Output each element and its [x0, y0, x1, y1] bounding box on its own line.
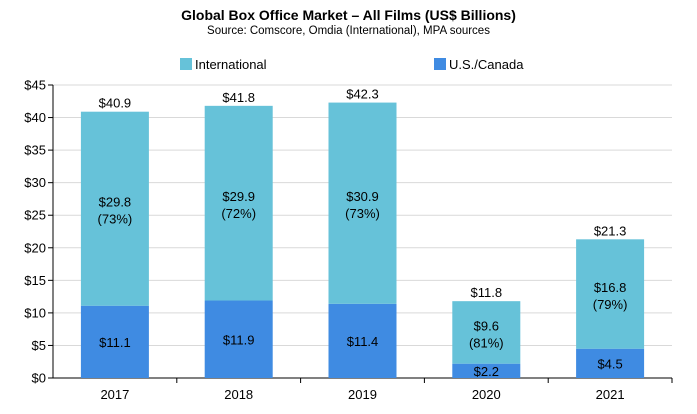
legend-label-u-s-canada: U.S./Canada [449, 57, 524, 72]
x-tick-label: 2020 [472, 387, 501, 402]
data-label-international: $16.8 [594, 280, 627, 295]
x-tick-label: 2019 [348, 387, 377, 402]
legend-label-international: International [195, 57, 267, 72]
bar-international [452, 301, 521, 364]
data-label-us-canada: $4.5 [597, 356, 622, 371]
legend: International U.S./Canada [180, 57, 524, 72]
data-label-international: $30.9 [346, 189, 379, 204]
data-label-total: $42.3 [346, 87, 379, 102]
y-tick-label: $45 [24, 78, 46, 93]
data-label-international-share: (79%) [593, 297, 628, 312]
y-tick-label: $5 [32, 338, 46, 353]
y-tick-label: $30 [24, 175, 46, 190]
data-label-total: $11.8 [471, 285, 503, 300]
bars [80, 102, 645, 378]
data-label-international-share: (81%) [469, 335, 504, 350]
data-label-international-share: (72%) [221, 206, 256, 221]
y-tick-label: $35 [24, 143, 46, 158]
bar-us-canada [204, 300, 273, 378]
data-labels: $11.1 $29.8 (73%) $40.9 $11.9 $29.9 (72%) $41.8… [98, 87, 628, 379]
data-label-international-share: (73%) [98, 212, 133, 227]
data-label-total: $40.9 [99, 96, 132, 111]
data-label-international: $29.9 [222, 189, 255, 204]
bar-international [204, 105, 273, 301]
y-tick-label: $15 [24, 273, 46, 288]
bar-us-canada [576, 348, 645, 378]
legend-swatch-international [180, 58, 192, 70]
bar-international [328, 102, 397, 304]
bar-us-canada [452, 363, 521, 378]
bar-international [80, 111, 149, 306]
x-tick-label: 2017 [100, 387, 129, 402]
data-label-us-canada: $11.9 [223, 332, 255, 347]
bar-us-canada [328, 303, 397, 378]
y-tick-label: $10 [24, 305, 46, 320]
data-label-total: $21.3 [594, 223, 627, 238]
x-tick-label: 2021 [596, 387, 625, 402]
y-tick-label: $25 [24, 208, 46, 223]
y-tick-label: $20 [24, 240, 46, 255]
chart-subtitle: Source: Comscore, Omdia (International),… [207, 25, 490, 37]
data-label-us-canada: $11.4 [347, 334, 379, 349]
y-tick-label: $0 [32, 371, 46, 386]
data-label-international: $9.6 [474, 318, 499, 333]
data-label-international: $29.8 [99, 195, 132, 210]
data-label-total: $41.8 [222, 90, 255, 105]
x-tick-label: 2018 [224, 387, 253, 402]
bar-international [576, 239, 645, 349]
axes: $0 $5 $10 $15 $20 $25 $30 $35 $40 $45 2017 2018 2019… [24, 78, 673, 402]
chart-title: Global Box Office Market – All Films (US… [181, 7, 516, 23]
data-label-us-canada: $11.1 [99, 335, 131, 350]
data-label-us-canada: $2.2 [474, 364, 499, 379]
legend-swatch-u-s-canada [434, 58, 446, 70]
data-label-international-share: (73%) [345, 206, 380, 221]
bar-us-canada [80, 305, 149, 378]
y-tick-label: $40 [24, 110, 46, 125]
